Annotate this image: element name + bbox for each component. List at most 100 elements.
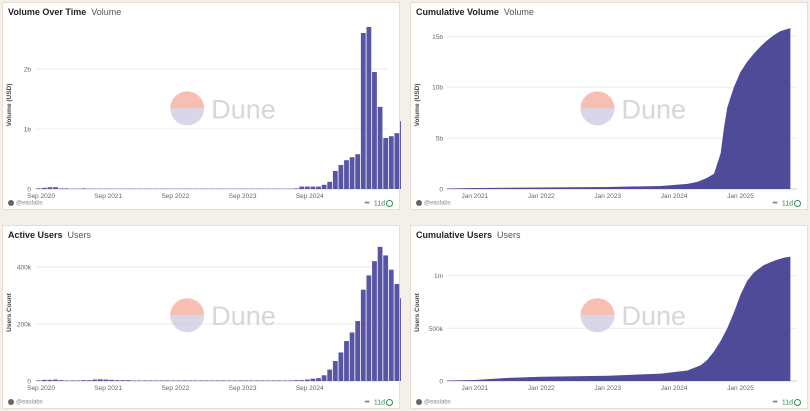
bar [165, 380, 170, 381]
footer-user[interactable]: @easlabs [8, 200, 43, 207]
y-tick-label: 500k [429, 326, 444, 333]
bar [265, 380, 271, 381]
bar [153, 380, 159, 381]
bar [360, 289, 366, 381]
chart-subtitle-tab[interactable]: Users [67, 230, 92, 240]
bar [226, 380, 232, 381]
y-tick-label: 0 [439, 379, 443, 386]
chart-title: Volume Over Time [8, 7, 87, 17]
bar [114, 380, 120, 381]
cumulative-volume-chart: 0 5b 10b 15b Dune Jan 2021 Jan 2022 Jan 2023 Jan… [414, 28, 797, 200]
bar [53, 187, 58, 189]
footer-user[interactable]: @easlabs [416, 200, 451, 207]
x-tick-label: Jan 2024 [661, 385, 688, 392]
bar [310, 186, 316, 189]
chart-title-row: Cumulative Volume Volume [416, 7, 534, 17]
y-tick-label: 5b [436, 136, 444, 143]
y-tick-label: 1b [24, 127, 32, 134]
dune-logo-icon [170, 298, 205, 316]
bar [400, 298, 401, 381]
bar [400, 121, 401, 189]
bar [41, 379, 47, 381]
bar [58, 188, 64, 189]
footer-user[interactable]: @easlabs [416, 399, 451, 406]
bar [388, 269, 394, 381]
more-options-icon[interactable]: ••• [364, 399, 369, 406]
bar [332, 361, 338, 381]
bar [332, 171, 338, 189]
footer-user[interactable]: @easlabs [8, 399, 43, 406]
x-tick-label: Jan 2022 [528, 385, 555, 392]
bar [215, 380, 221, 381]
y-axis-title: Volume (USD) [6, 84, 13, 127]
footer-badge: ••• 11d [772, 199, 801, 207]
active-users-chart: 0 200k 400k Dune Sep 2020 Sep 2021 Sep 2022 Sep… [6, 246, 401, 392]
refresh-age: 11d [781, 399, 793, 406]
y-axis-title: Volume (USD) [414, 84, 421, 127]
bar [271, 380, 277, 381]
bar [394, 283, 400, 381]
footer-badge: ••• 11d [364, 199, 393, 207]
x-tick-label: Sep 2023 [229, 385, 257, 392]
bar [47, 379, 53, 381]
footer-badge: ••• 11d [772, 398, 801, 406]
chart-subtitle-tab[interactable]: Volume [91, 7, 122, 17]
y-tick-label: 0 [439, 187, 443, 194]
bar [92, 379, 98, 381]
check-circle-icon [386, 398, 393, 406]
chart-title-row: Cumulative Users Users [416, 230, 521, 240]
user-avatar-icon [416, 200, 422, 207]
panel-cumulative-users: Cumulative Users Users 0 500k 1m Dune Jan 202… [410, 225, 808, 409]
bar [260, 380, 265, 381]
chart-subtitle-tab[interactable]: Volume [503, 7, 534, 17]
bar [366, 27, 372, 189]
bar [372, 72, 377, 189]
refresh-age: 11d [781, 200, 793, 207]
dune-logo-icon [580, 298, 615, 316]
chart-title: Cumulative Users [416, 230, 493, 240]
bar [316, 186, 321, 189]
bar [131, 380, 137, 381]
bar [198, 380, 204, 381]
area-series [447, 28, 791, 189]
bar [383, 138, 389, 189]
y-tick-label: 400k [17, 264, 32, 271]
bar [321, 375, 327, 381]
chart-subtitle-tab[interactable]: Users [497, 230, 521, 240]
chart-title-row: Volume Over Time Volume [8, 7, 121, 17]
bar [338, 352, 344, 381]
bar [81, 380, 86, 381]
bar [86, 380, 92, 381]
bar [47, 187, 53, 189]
username: @easlabs [16, 400, 43, 406]
y-tick-label: 200k [17, 321, 32, 328]
bar [355, 321, 361, 381]
bar [109, 379, 114, 381]
bar [254, 380, 260, 381]
x-tick-label: Jan 2021 [462, 385, 489, 392]
bar [293, 380, 299, 381]
more-options-icon[interactable]: ••• [772, 200, 777, 207]
y-axis-title: Users Count [414, 292, 421, 331]
bar [193, 380, 198, 381]
bar [388, 136, 394, 189]
x-tick-label: Sep 2020 [27, 385, 55, 392]
volume-over-time-chart: 0 1b 2b Dune Sep 2020 Sep 2021 Sep 2022 Sep 202… [6, 27, 401, 200]
bar [69, 380, 75, 381]
bar [187, 380, 193, 381]
area-series [447, 256, 791, 381]
y-tick-label: 2b [24, 67, 32, 74]
y-axis-title: Users Count [6, 292, 13, 331]
bar [288, 380, 293, 381]
dune-logo-icon [580, 315, 615, 333]
bar [58, 380, 64, 381]
bar [103, 379, 109, 381]
more-options-icon[interactable]: ••• [364, 200, 369, 207]
bar [394, 133, 400, 189]
x-tick-label: Jan 2021 [462, 193, 489, 200]
dune-logo-icon [170, 315, 205, 333]
chart-title: Active Users [8, 230, 63, 240]
bar [338, 165, 344, 189]
more-options-icon[interactable]: ••• [772, 399, 777, 406]
panel-active-users: Active Users Users 0 200k 400k Dune Sep 2020 S… [2, 225, 401, 409]
